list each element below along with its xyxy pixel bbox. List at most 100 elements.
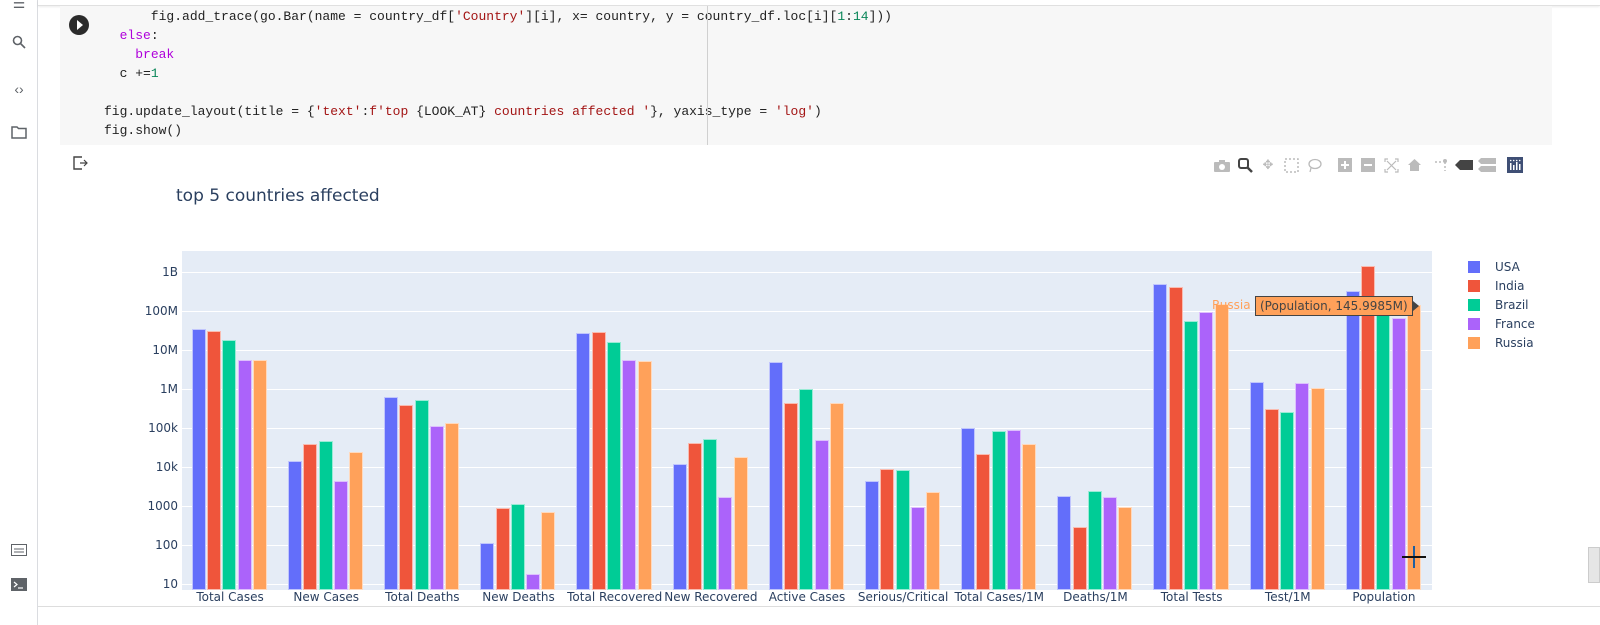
bar-russia[interactable] bbox=[349, 452, 364, 590]
bar-india[interactable] bbox=[591, 331, 606, 590]
hover-compare-icon[interactable] bbox=[1478, 156, 1496, 174]
bar-india[interactable] bbox=[303, 443, 318, 590]
legend-item-brazil[interactable]: Brazil bbox=[1468, 295, 1535, 314]
bar-russia[interactable] bbox=[1214, 304, 1229, 590]
x-tick-label: New Recovered bbox=[664, 590, 758, 604]
bar-russia[interactable] bbox=[926, 491, 941, 590]
zoom-icon[interactable] bbox=[1236, 156, 1254, 174]
legend-item-usa[interactable]: USA bbox=[1468, 257, 1535, 276]
search-icon[interactable] bbox=[10, 35, 28, 53]
bar-brazil[interactable] bbox=[991, 430, 1006, 590]
bar-usa[interactable] bbox=[1249, 382, 1264, 590]
bar-france[interactable] bbox=[910, 507, 925, 590]
legend-swatch bbox=[1468, 317, 1480, 330]
bar-usa[interactable] bbox=[768, 362, 783, 590]
bar-brazil[interactable] bbox=[414, 400, 429, 590]
bar-usa[interactable] bbox=[1057, 496, 1072, 590]
hover-closest-icon[interactable] bbox=[1455, 156, 1473, 174]
bar-france[interactable] bbox=[622, 359, 637, 590]
bar-brazil[interactable] bbox=[1183, 321, 1198, 590]
bar-france[interactable] bbox=[1199, 312, 1214, 590]
box-select-icon[interactable] bbox=[1282, 156, 1300, 174]
y-tick-label: 100M bbox=[144, 304, 178, 318]
bar-india[interactable] bbox=[1072, 526, 1087, 590]
bar-brazil[interactable] bbox=[703, 439, 718, 590]
bar-india[interactable] bbox=[1360, 266, 1375, 590]
bar-russia[interactable] bbox=[829, 403, 844, 590]
bar-russia[interactable] bbox=[637, 361, 652, 590]
zoom-out-icon[interactable] bbox=[1359, 156, 1377, 174]
bar-usa[interactable] bbox=[864, 481, 879, 590]
bar-russia[interactable] bbox=[1022, 444, 1037, 590]
bar-france[interactable] bbox=[526, 574, 541, 590]
bar-brazil[interactable] bbox=[1280, 412, 1295, 590]
legend-item-india[interactable]: India bbox=[1468, 276, 1535, 295]
bar-russia[interactable] bbox=[733, 457, 748, 590]
lasso-select-icon[interactable] bbox=[1305, 156, 1323, 174]
bar-usa[interactable] bbox=[287, 461, 302, 590]
reset-axes-home-icon[interactable] bbox=[1405, 156, 1423, 174]
bar-france[interactable] bbox=[430, 426, 445, 590]
bar-brazil[interactable] bbox=[1376, 298, 1391, 590]
bar-usa[interactable] bbox=[191, 329, 206, 590]
bar-france[interactable] bbox=[237, 359, 252, 590]
hover-trace-name: Russia bbox=[1212, 298, 1251, 312]
bar-usa[interactable] bbox=[480, 543, 495, 590]
bar-brazil[interactable] bbox=[895, 470, 910, 590]
bar-brazil[interactable] bbox=[222, 340, 237, 590]
bar-india[interactable] bbox=[1264, 409, 1279, 590]
legend-label: France bbox=[1495, 316, 1535, 331]
bar-france[interactable] bbox=[1295, 382, 1310, 590]
bar-usa[interactable] bbox=[672, 463, 687, 590]
bar-france[interactable] bbox=[1103, 497, 1118, 590]
autoscale-icon[interactable] bbox=[1382, 156, 1400, 174]
bar-france[interactable] bbox=[1391, 318, 1406, 590]
zoom-in-icon[interactable] bbox=[1336, 156, 1354, 174]
bar-france[interactable] bbox=[718, 497, 733, 590]
bar-india[interactable] bbox=[495, 508, 510, 590]
bar-usa[interactable] bbox=[576, 332, 591, 590]
bar-india[interactable] bbox=[399, 404, 414, 590]
code-editor[interactable]: fig.add_trace(go.Bar(name = country_df['… bbox=[104, 7, 892, 140]
bar-india[interactable] bbox=[687, 442, 702, 590]
bar-russia[interactable] bbox=[1310, 388, 1325, 590]
bar-france[interactable] bbox=[814, 439, 829, 590]
command-palette-icon[interactable] bbox=[10, 542, 28, 560]
bar-russia[interactable] bbox=[1118, 507, 1133, 590]
bar-brazil[interactable] bbox=[510, 504, 525, 590]
camera-icon[interactable] bbox=[1213, 156, 1231, 174]
page-scrollbar-thumb[interactable] bbox=[1588, 547, 1600, 583]
legend-item-russia[interactable]: Russia bbox=[1468, 333, 1535, 352]
run-cell-button[interactable] bbox=[69, 15, 89, 35]
bar-brazil[interactable] bbox=[318, 440, 333, 590]
bar-brazil[interactable] bbox=[1087, 491, 1102, 590]
editor-ruler bbox=[707, 6, 708, 145]
bar-russia[interactable] bbox=[253, 359, 268, 590]
pan-icon[interactable]: ✥ bbox=[1262, 157, 1274, 172]
y-tick-label: 1B bbox=[162, 265, 178, 279]
bar-france[interactable] bbox=[1006, 430, 1021, 590]
bar-india[interactable] bbox=[207, 331, 222, 590]
bar-usa[interactable] bbox=[961, 427, 976, 590]
code-snippets-icon[interactable]: ‹› bbox=[14, 81, 24, 97]
legend-item-france[interactable]: France bbox=[1468, 314, 1535, 333]
toc-icon[interactable]: ☰ bbox=[12, 0, 26, 11]
bar-india[interactable] bbox=[880, 468, 895, 590]
output-action-icon[interactable] bbox=[72, 156, 88, 172]
code-cell[interactable] bbox=[60, 6, 1552, 145]
bar-brazil[interactable] bbox=[607, 341, 622, 590]
bar-russia[interactable] bbox=[541, 511, 556, 590]
plotly-logo-icon[interactable] bbox=[1507, 157, 1523, 173]
bar-usa[interactable] bbox=[1153, 283, 1168, 590]
files-icon[interactable] bbox=[10, 125, 28, 143]
bar-usa[interactable] bbox=[384, 397, 399, 590]
bar-india[interactable] bbox=[1168, 287, 1183, 590]
bar-brazil[interactable] bbox=[799, 389, 814, 590]
spike-lines-icon[interactable] bbox=[1432, 156, 1450, 174]
bar-usa[interactable] bbox=[1345, 290, 1360, 590]
bar-india[interactable] bbox=[784, 402, 799, 590]
bar-russia[interactable] bbox=[445, 422, 460, 590]
terminal-icon[interactable] bbox=[10, 577, 28, 595]
bar-france[interactable] bbox=[333, 480, 348, 590]
bar-india[interactable] bbox=[976, 453, 991, 590]
